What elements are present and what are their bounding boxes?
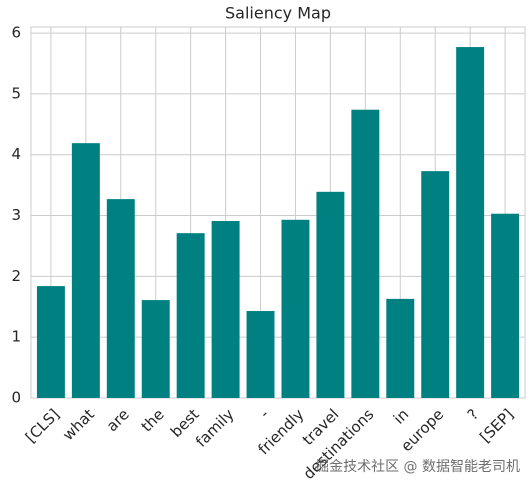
x-tick-label: ? [464, 405, 482, 423]
bar [316, 191, 345, 398]
y-tick-label: 3 [11, 206, 21, 224]
y-tick-label: 6 [11, 24, 21, 42]
bar [106, 199, 135, 398]
watermark: 掘金技术社区 @ 数据智能老司机 [315, 459, 520, 475]
x-tick-label: in [390, 405, 412, 427]
bar [246, 311, 275, 398]
y-tick-label: 4 [11, 145, 21, 163]
x-tick-label: [SEP] [476, 405, 517, 446]
x-tick-label: family [192, 405, 238, 451]
bar [386, 298, 415, 398]
bar [421, 171, 450, 398]
bar [281, 219, 310, 398]
x-tick-label: the [138, 405, 168, 435]
bar [141, 300, 170, 398]
y-tick-label: 5 [11, 84, 21, 102]
y-tick-label: 0 [11, 389, 21, 407]
bar [211, 221, 240, 398]
y-tick-label: 2 [11, 267, 21, 285]
x-tick-label: are [103, 405, 133, 435]
bar [456, 47, 485, 398]
bar [176, 233, 205, 398]
plot-area [30, 26, 526, 399]
chart-title: Saliency Map [225, 4, 331, 23]
bar [71, 143, 100, 398]
x-tick-label: what [59, 405, 98, 444]
x-tick-label: [CLS] [22, 405, 63, 446]
bar [491, 213, 520, 398]
bar [351, 109, 380, 398]
y-tick-label: 1 [11, 328, 21, 346]
bar [36, 286, 65, 398]
x-tick-label: - [256, 405, 273, 422]
